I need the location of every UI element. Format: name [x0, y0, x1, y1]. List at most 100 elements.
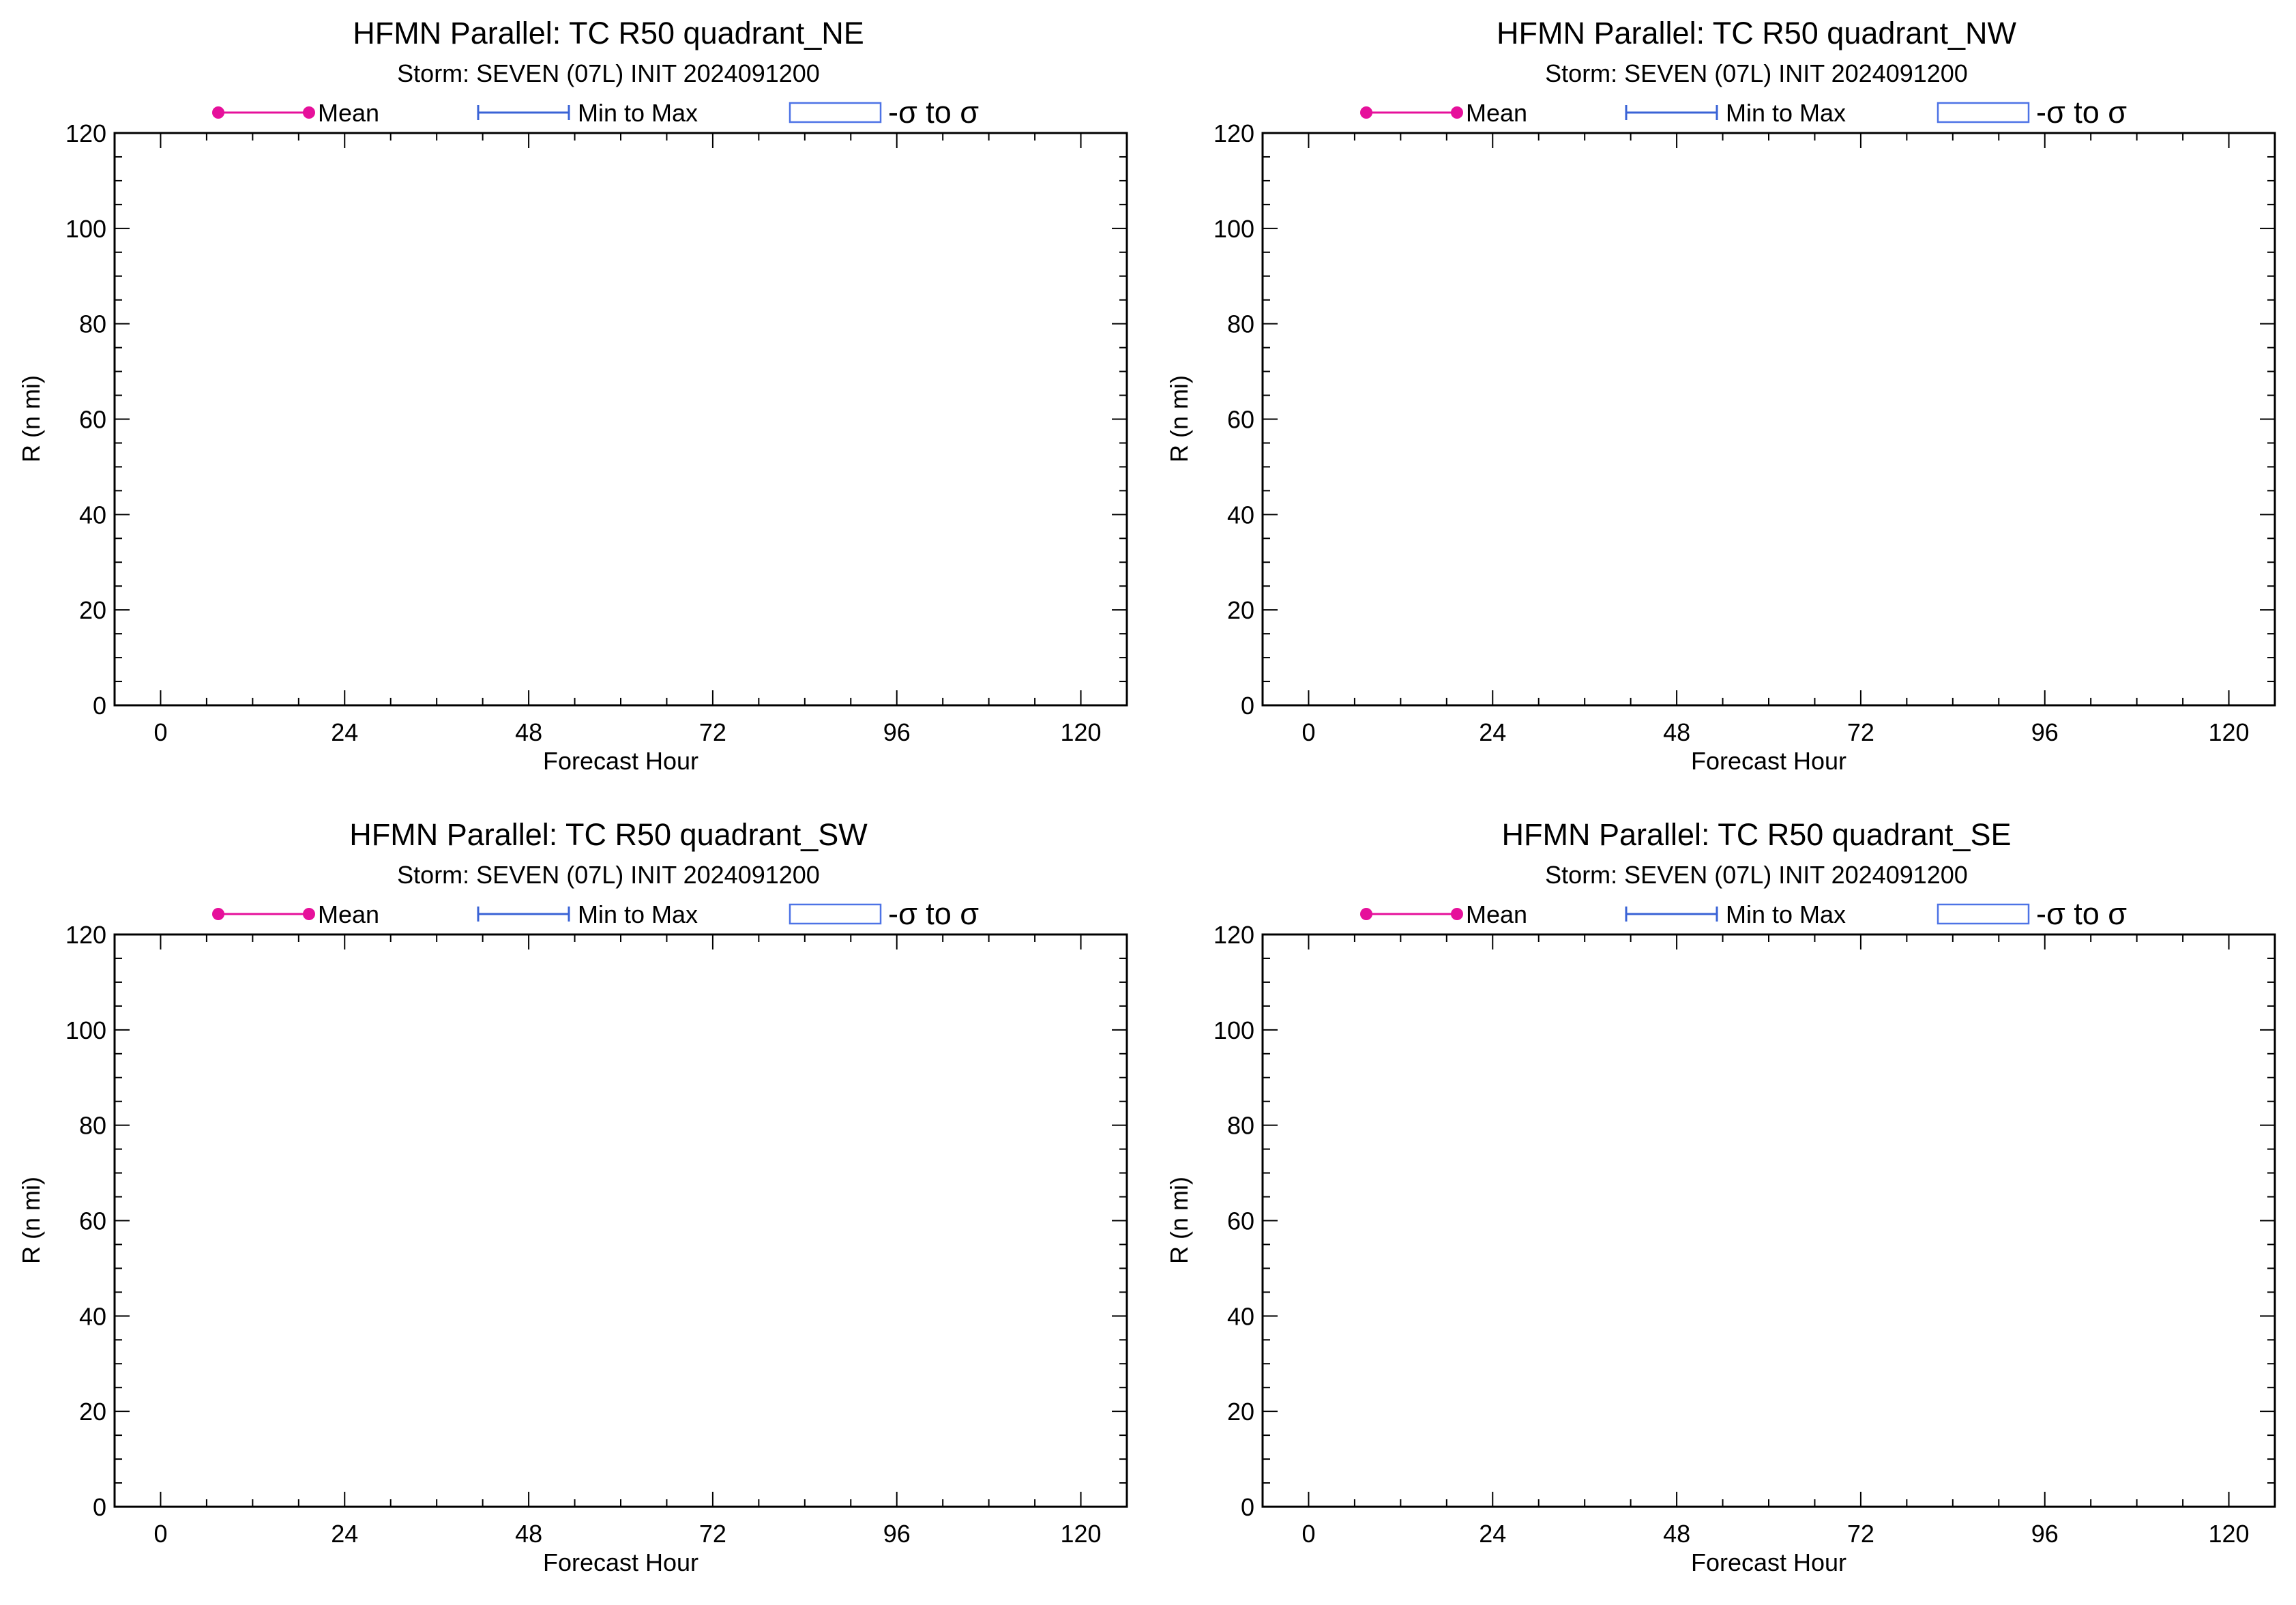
x-axis-ticks: [160, 934, 1082, 1507]
legend-sigma-box: [789, 903, 882, 925]
y-tick-label: 20: [79, 1398, 106, 1426]
legend-minmax-label: Min to Max: [1726, 900, 1846, 928]
y-tick-label: 80: [79, 1112, 106, 1140]
chart-legend: Mean Min to Max -σ to σ: [1360, 95, 2127, 130]
y-tick-label: 100: [65, 1016, 106, 1044]
x-tick-label: 72: [1847, 718, 1874, 746]
x-tick-label: 0: [153, 718, 167, 746]
x-tick-label: 48: [515, 718, 542, 746]
legend-min-max: Min to Max: [1625, 900, 1846, 928]
y-tick-label: 120: [65, 921, 106, 949]
y-axis-label: R (n mi): [1165, 1177, 1193, 1264]
legend-min-max: Min to Max: [477, 99, 698, 127]
legend-mean: Mean: [1360, 900, 1527, 928]
y-tick-label: 0: [1241, 692, 1254, 720]
legend-mean: Mean: [1360, 99, 1527, 127]
legend-minmax-label: Min to Max: [1726, 99, 1846, 127]
legend-sigma: -σ to σ: [789, 896, 979, 931]
y-tick-label: 0: [93, 692, 106, 720]
y-tick-label: 100: [1213, 1016, 1254, 1044]
chart-panel: HFMN Parallel: TC R50 quadrant_SW Storm: …: [17, 817, 1128, 1576]
legend-mean-label: Mean: [1466, 900, 1527, 928]
x-axis-ticks: [1308, 934, 2230, 1507]
legend-mean-marker: [212, 106, 224, 119]
x-tick-label: 96: [883, 718, 911, 746]
x-tick-label: 24: [1479, 1520, 1506, 1548]
x-tick-label: 24: [331, 718, 358, 746]
x-tick-label: 48: [1663, 718, 1690, 746]
y-tick-label: 60: [1227, 406, 1254, 434]
legend-sigma-label: -σ to σ: [888, 896, 979, 931]
chart-panel: HFMN Parallel: TC R50 quadrant_NW Storm: …: [1165, 16, 2276, 775]
plot-area: [113, 933, 1128, 1508]
legend-sigma-label: -σ to σ: [2036, 896, 2127, 931]
chart-title: HFMN Parallel: TC R50 quadrant_SW: [349, 817, 868, 852]
y-tick-label: 60: [79, 406, 106, 434]
x-tick-label: 72: [1847, 1520, 1874, 1548]
legend-sigma-label: -σ to σ: [888, 95, 979, 130]
x-tick-label: 120: [1061, 718, 1102, 746]
y-tick-label: 60: [79, 1207, 106, 1235]
legend-mean-marker: [303, 106, 315, 119]
y-tick-label: 80: [1227, 1112, 1254, 1140]
legend-mean-label: Mean: [1466, 99, 1527, 127]
legend-sigma: -σ to σ: [1937, 896, 2127, 931]
legend-mean: Mean: [212, 99, 379, 127]
chart-panel: HFMN Parallel: TC R50 quadrant_NE Storm: …: [17, 16, 1128, 775]
x-tick-label: 96: [2031, 718, 2059, 746]
y-tick-label: 20: [79, 596, 106, 624]
y-tick-label: 40: [79, 1302, 106, 1330]
y-tick-label: 80: [1227, 310, 1254, 338]
y-axis-ticks: [1263, 132, 2275, 706]
legend-mean-marker: [1360, 106, 1372, 119]
legend-mean-marker: [1451, 908, 1463, 920]
x-tick-label: 0: [1301, 1520, 1315, 1548]
legend-sigma-box: [789, 102, 882, 123]
legend-minmax-label: Min to Max: [578, 900, 698, 928]
x-tick-label: 24: [331, 1520, 358, 1548]
legend-sigma: -σ to σ: [789, 95, 979, 130]
y-tick-label: 0: [1241, 1493, 1254, 1521]
legend-mean-marker: [303, 908, 315, 920]
legend-sigma: -σ to σ: [1937, 95, 2127, 130]
y-tick-label: 100: [65, 215, 106, 243]
x-tick-label: 0: [1301, 718, 1315, 746]
x-axis-label: Forecast Hour: [543, 747, 698, 775]
y-tick-label: 80: [79, 310, 106, 338]
chart-legend: Mean Min to Max -σ to σ: [212, 95, 979, 130]
y-tick-label: 20: [1227, 1398, 1254, 1426]
legend-sigma-box: [1937, 903, 2030, 925]
plot-area: [1261, 933, 2276, 1508]
y-tick-label: 120: [1213, 921, 1254, 949]
x-tick-label: 96: [883, 1520, 911, 1548]
legend-mean-marker: [1360, 908, 1372, 920]
x-axis-label: Forecast Hour: [543, 1548, 698, 1576]
y-axis-ticks: [115, 934, 1127, 1507]
plot-area: [1261, 132, 2276, 707]
x-tick-label: 120: [1061, 1520, 1102, 1548]
y-tick-label: 20: [1227, 596, 1254, 624]
y-tick-label: 120: [65, 119, 106, 147]
y-axis-label: R (n mi): [17, 375, 45, 462]
y-axis-label: R (n mi): [17, 1177, 45, 1264]
x-tick-label: 120: [2209, 1520, 2250, 1548]
legend-sigma-box: [1937, 102, 2030, 123]
legend-mean-label: Mean: [318, 99, 379, 127]
legend-mean-marker: [212, 908, 224, 920]
legend-mean: Mean: [212, 900, 379, 928]
y-tick-label: 40: [1227, 1302, 1254, 1330]
legend-min-max: Min to Max: [1625, 99, 1846, 127]
legend-mean-label: Mean: [318, 900, 379, 928]
x-tick-label: 24: [1479, 718, 1506, 746]
legend-minmax-label: Min to Max: [578, 99, 698, 127]
x-tick-label: 48: [1663, 1520, 1690, 1548]
x-tick-label: 48: [515, 1520, 542, 1548]
chart-legend: Mean Min to Max -σ to σ: [1360, 896, 2127, 931]
legend-sigma-label: -σ to σ: [2036, 95, 2127, 130]
y-tick-label: 40: [79, 501, 106, 529]
y-axis-ticks: [1263, 934, 2275, 1507]
chart-subtitle: Storm: SEVEN (07L) INIT 2024091200: [1545, 59, 1968, 87]
x-tick-label: 0: [153, 1520, 167, 1548]
y-tick-label: 60: [1227, 1207, 1254, 1235]
y-axis-label: R (n mi): [1165, 375, 1193, 462]
